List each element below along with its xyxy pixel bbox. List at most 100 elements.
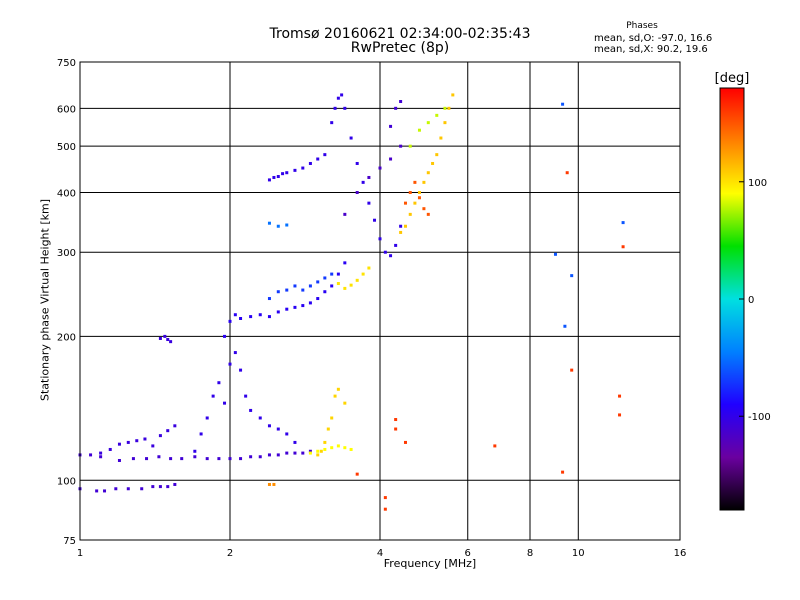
data-point bbox=[193, 455, 197, 459]
data-point bbox=[323, 440, 327, 444]
data-point bbox=[340, 93, 344, 97]
data-point bbox=[99, 455, 103, 459]
data-point bbox=[336, 272, 340, 276]
data-point bbox=[166, 485, 170, 489]
colorbar-tick-label: 0 bbox=[748, 295, 754, 306]
data-point bbox=[447, 106, 451, 110]
data-point bbox=[403, 201, 407, 205]
data-point bbox=[244, 394, 248, 398]
data-point bbox=[126, 487, 130, 491]
phase-stats-heading: Phases bbox=[626, 21, 658, 31]
data-point bbox=[330, 121, 334, 125]
data-point bbox=[349, 283, 353, 287]
data-point bbox=[308, 161, 312, 165]
data-point bbox=[166, 338, 170, 342]
data-point bbox=[333, 106, 337, 110]
data-point bbox=[267, 297, 271, 301]
y-tick-label: 200 bbox=[57, 332, 76, 343]
data-point bbox=[233, 313, 237, 317]
data-point bbox=[143, 437, 147, 441]
data-point bbox=[169, 340, 173, 344]
data-point bbox=[394, 243, 398, 247]
grid-lines bbox=[80, 62, 680, 540]
data-point bbox=[326, 427, 330, 431]
y-axis-label: Stationary phase Virtual Height [km] bbox=[38, 198, 52, 402]
data-point bbox=[193, 449, 197, 453]
data-point bbox=[285, 451, 289, 455]
data-point bbox=[267, 453, 271, 457]
data-point bbox=[565, 171, 569, 175]
data-point bbox=[563, 324, 567, 328]
data-point bbox=[426, 212, 430, 216]
data-point bbox=[343, 446, 347, 450]
y-axis-ticks: 75 100 200 300 400 500 600 750 bbox=[57, 58, 76, 547]
data-point bbox=[355, 190, 359, 194]
x-tick-label: 16 bbox=[674, 548, 687, 559]
x-tick-label: 2 bbox=[227, 548, 233, 559]
y-tick-label: 400 bbox=[57, 188, 76, 199]
data-point bbox=[126, 440, 130, 444]
data-point bbox=[308, 449, 312, 453]
data-point bbox=[228, 319, 232, 323]
data-point bbox=[316, 157, 320, 161]
data-point bbox=[151, 444, 155, 448]
data-point bbox=[117, 458, 121, 462]
y-tick-label: 75 bbox=[63, 536, 76, 547]
data-point bbox=[355, 472, 359, 476]
data-point bbox=[233, 351, 237, 355]
data-point bbox=[443, 106, 447, 110]
data-point bbox=[316, 449, 320, 453]
data-point bbox=[308, 301, 312, 305]
y-tick-label: 100 bbox=[57, 476, 76, 487]
data-point bbox=[316, 453, 320, 457]
data-point bbox=[276, 310, 280, 314]
data-point bbox=[394, 418, 398, 422]
data-point bbox=[451, 93, 455, 97]
data-point bbox=[301, 304, 305, 308]
data-point bbox=[570, 368, 574, 372]
data-point bbox=[378, 237, 382, 241]
data-point bbox=[276, 290, 280, 294]
data-point bbox=[180, 457, 184, 461]
data-point bbox=[99, 451, 103, 455]
x-axis-label: Frequency [MHz] bbox=[383, 557, 477, 570]
data-point bbox=[89, 453, 93, 457]
y-tick-label: 750 bbox=[57, 58, 76, 69]
data-point bbox=[439, 136, 443, 140]
data-point bbox=[108, 447, 112, 451]
data-point bbox=[336, 444, 340, 448]
y-tick-label: 500 bbox=[57, 142, 76, 153]
data-point bbox=[267, 315, 271, 319]
colorbar-label: [deg] bbox=[715, 71, 750, 86]
data-point bbox=[355, 278, 359, 282]
data-point bbox=[621, 245, 625, 249]
data-point bbox=[349, 136, 353, 140]
data-point bbox=[333, 394, 337, 398]
data-point bbox=[285, 432, 289, 436]
data-point bbox=[308, 284, 312, 288]
data-point bbox=[413, 180, 417, 184]
data-point bbox=[323, 290, 327, 294]
data-point bbox=[293, 440, 297, 444]
data-point bbox=[383, 496, 387, 500]
data-point bbox=[158, 485, 162, 489]
data-point bbox=[163, 334, 167, 338]
data-point bbox=[553, 252, 557, 256]
data-point bbox=[570, 274, 574, 278]
data-point bbox=[417, 128, 421, 132]
data-point bbox=[413, 201, 417, 205]
data-points bbox=[78, 93, 625, 511]
data-point bbox=[316, 280, 320, 284]
phase-stats-o: mean, sd,O: -97.0, 16.6 bbox=[594, 33, 713, 44]
data-point bbox=[399, 224, 403, 228]
data-point bbox=[151, 485, 155, 489]
data-point bbox=[426, 171, 430, 175]
data-point bbox=[323, 153, 327, 157]
y-tick-label: 600 bbox=[57, 104, 76, 115]
colorbar: [deg] 100 0 -100 bbox=[715, 71, 771, 511]
y-tick-label: 300 bbox=[57, 248, 76, 259]
data-point bbox=[417, 196, 421, 200]
plot-frame bbox=[79, 61, 681, 541]
data-point bbox=[293, 451, 297, 455]
data-point bbox=[389, 157, 393, 161]
